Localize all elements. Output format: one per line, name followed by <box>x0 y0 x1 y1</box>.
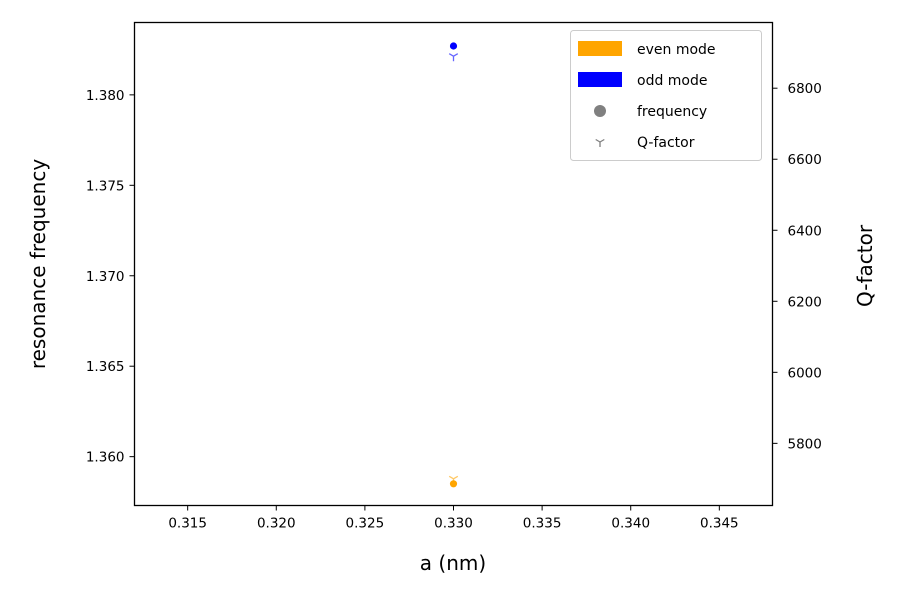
y-tick-label: 1.360 <box>86 450 125 466</box>
x-axis: 0.315 0.320 0.325 0.330 0.335 0.340 0.345 <box>168 505 739 532</box>
y-tick-label: 1.365 <box>86 359 125 375</box>
x-tick-label: 0.330 <box>434 516 473 532</box>
legend-label: frequency <box>637 104 707 120</box>
plot-area <box>448 42 459 488</box>
x-tick-label: 0.315 <box>168 516 207 532</box>
x-tick-label: 0.320 <box>257 516 296 532</box>
frequency-marker <box>449 42 458 50</box>
x-tick-label: 0.345 <box>700 516 739 532</box>
legend-label: Q-factor <box>637 135 695 151</box>
x-tick-label: 0.335 <box>523 516 562 532</box>
y-tick-label: 1.370 <box>86 269 125 285</box>
y2-tick-label: 6600 <box>788 152 822 168</box>
y2-tick-label: 5800 <box>788 436 822 452</box>
y-axis-left: 1.360 1.365 1.370 1.375 1.380 <box>86 88 135 466</box>
q-factor-marker <box>448 53 459 62</box>
y2-tick-label: 6000 <box>788 365 822 381</box>
legend: even mode odd mode frequency Q-factor <box>570 30 762 161</box>
legend-box <box>570 30 762 161</box>
x-axis-title: a (nm) <box>420 551 486 575</box>
legend-swatch <box>578 41 622 56</box>
y2-tick-label: 6200 <box>788 294 822 310</box>
y-axis-title: resonance frequency <box>26 159 50 369</box>
legend-swatch <box>578 72 622 87</box>
y-axis-right: 5800 6000 6200 6400 6600 6800 <box>772 81 822 452</box>
x-tick-label: 0.340 <box>611 516 650 532</box>
legend-label: odd mode <box>637 73 708 89</box>
y2-tick-label: 6800 <box>788 81 822 97</box>
x-tick-label: 0.325 <box>346 516 385 532</box>
y-tick-label: 1.380 <box>86 88 125 104</box>
frequency-marker <box>449 480 458 488</box>
legend-circle-marker <box>594 105 606 117</box>
legend-label: even mode <box>637 42 716 58</box>
y-tick-label: 1.375 <box>86 178 125 194</box>
legend-tri-marker <box>595 138 605 147</box>
y2-axis-title: Q-factor <box>853 224 877 307</box>
y2-tick-label: 6400 <box>788 223 822 239</box>
